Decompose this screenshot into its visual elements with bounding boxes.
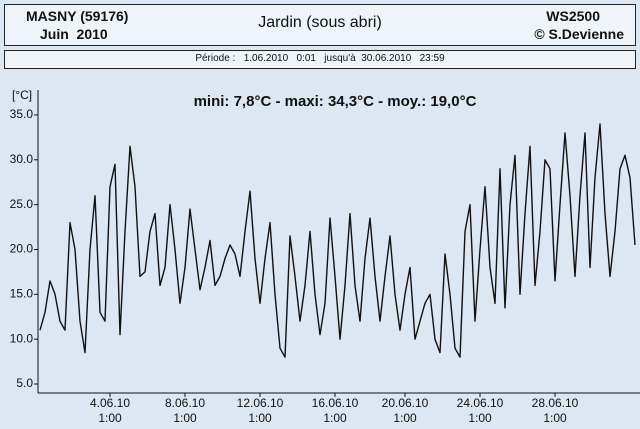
station: MASNY (59176) bbox=[26, 8, 129, 24]
x-tick-label: 4.06.10 1:00 bbox=[89, 396, 131, 425]
x-tick-label: 8.06.10 1:00 bbox=[164, 396, 206, 425]
temperature-line bbox=[39, 123, 636, 358]
y-tick-label: 30.0 bbox=[10, 152, 34, 166]
y-tick-label: 35.0 bbox=[10, 107, 34, 121]
y-tick-label: 25.0 bbox=[10, 197, 34, 211]
header-box bbox=[4, 4, 636, 46]
title: Jardin (sous abri) bbox=[258, 14, 382, 31]
y-tick-label: 5.0 bbox=[16, 376, 33, 390]
y-tick-label: 20.0 bbox=[10, 242, 34, 256]
x-tick-label: 20.06.10 1:00 bbox=[381, 396, 429, 425]
x-tick-label: 24.06.10 1:00 bbox=[456, 396, 504, 425]
y-tick-label: 15.0 bbox=[10, 287, 34, 301]
chart-subtitle: mini: 7,8°C - maxi: 34,3°C - moy.: 19,0°… bbox=[194, 93, 477, 110]
model: WS2500 bbox=[546, 8, 600, 24]
period-box bbox=[4, 50, 636, 69]
period: Période : 1.06.2010 0:01 jusqu'à 30.06.2… bbox=[195, 53, 445, 64]
author: © S.Devienne bbox=[534, 26, 624, 42]
month: Juin 2010 bbox=[40, 26, 108, 42]
y-axis-label: [°C] bbox=[12, 88, 32, 102]
y-tick-label: 10.0 bbox=[10, 331, 34, 345]
x-tick-label: 12.06.10 1:00 bbox=[236, 396, 284, 425]
x-tick-label: 16.06.10 1:00 bbox=[311, 396, 359, 425]
x-tick-label: 28.06.10 1:00 bbox=[531, 396, 579, 425]
